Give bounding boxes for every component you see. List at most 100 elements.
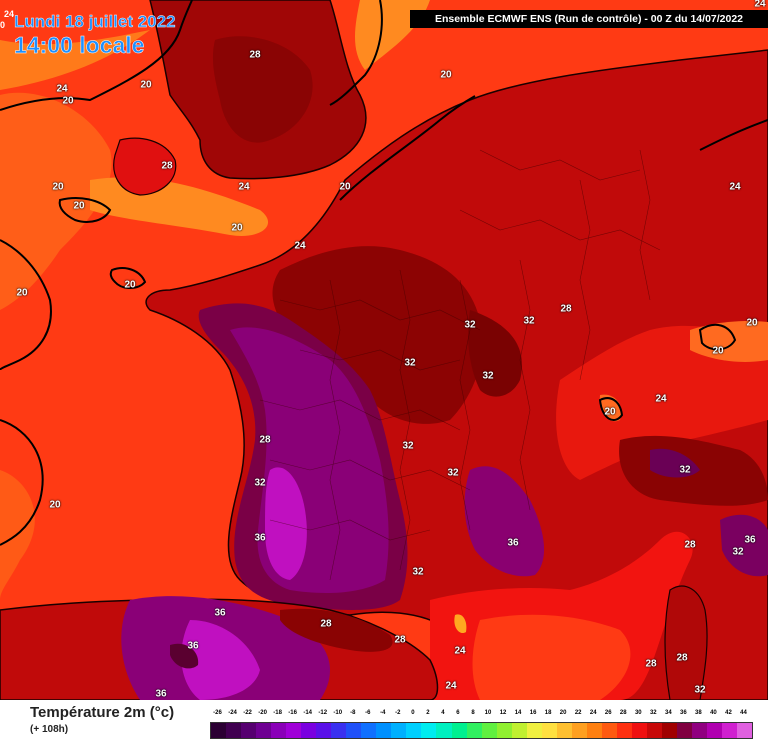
legend-tick: 44 [740,710,747,716]
forecast-time: 14:00 locale [14,32,145,59]
isotherm-label: 20 [73,200,85,212]
alps-cool-zone [556,325,768,480]
isotherm-label: 32 [404,357,416,369]
isotherm-label: 32 [412,566,424,578]
isotherm-label: 24 [294,240,306,252]
isotherm-label: 32 [464,319,476,331]
temperature-map [0,0,768,700]
legend-swatch [241,723,257,738]
isotherm-label: 28 [684,539,696,551]
isotherm-label: 32 [694,684,706,696]
cornwall-isle [113,137,177,196]
legend-swatch [271,723,287,738]
legend-swatch [406,723,422,738]
isotherm-label: 36 [155,688,167,700]
legend-swatch [571,723,587,738]
isotherm-label: 20 [712,345,724,357]
legend-tick: 18 [544,710,552,716]
pyrenees-hot-band [280,608,393,652]
isotherm-label: 36 [744,534,756,546]
legend-swatch [556,723,572,738]
legend-tick: -4 [380,710,386,716]
isotherm-label: 32 [447,467,459,479]
legend-tick: 24 [589,710,597,716]
rhone-purple-zone [464,466,545,577]
isotherm-label: 28 [676,652,688,664]
isotherm-label: 28 [320,618,332,630]
legend-tick: -16 [288,710,297,716]
legend-tick: 0 [411,710,415,716]
isotherm-label: 32 [402,440,414,452]
legend-tick: 2 [426,710,430,716]
legend-tick: -20 [258,710,267,716]
isotherm-label: 28 [560,303,572,315]
corsica-sardinia [664,585,708,700]
legend-swatch [466,723,482,738]
alps-orange-zone [690,320,768,362]
legend-tick: 8 [471,710,475,716]
legend-swatch [601,723,617,738]
legend-swatch [436,723,452,738]
legend-tick: -18 [273,710,282,716]
legend-swatch [541,723,557,738]
legend-tick: 22 [574,710,582,716]
balearic-island [454,614,467,634]
isotherm-label: 24 [445,680,457,692]
legend-tick: 38 [695,710,702,716]
legend-swatch [211,723,227,738]
legend-swatch [286,723,302,738]
legend-tick: -12 [318,710,328,716]
legend-tick: 10 [484,710,492,716]
isotherm-label: 32 [732,546,744,558]
po-valley-purple [650,448,700,478]
legend-tick: 12 [499,710,507,716]
legend-swatch [737,723,753,738]
legend-tick: -26 [213,710,222,716]
corner-label-top: 24 [4,9,15,19]
isotherm-label: 24 [238,181,250,193]
isotherm-label: 36 [214,607,226,619]
legend-swatch [586,723,602,738]
legend-tick: 32 [649,710,657,716]
legend-footer: Température 2m (°c) (+ 108h) -26 -24 -22 -2… [0,700,768,742]
legend-swatch [421,723,437,738]
legend-tick: -14 [303,710,313,716]
isotherm-label: 32 [523,315,535,327]
legend-tick: 14 [514,710,522,716]
iberia-magenta-zone [181,620,260,700]
legend-tick: -2 [395,710,401,716]
legend-swatch [676,723,692,738]
isotherm-label: 24 [655,393,667,405]
legend-swatch [661,723,677,738]
isotherm-label: 32 [482,370,494,382]
isotherm-label: 36 [254,532,266,544]
isotherm-label: 28 [161,160,173,172]
ocean-cool-zone-north [0,92,112,310]
isotherm-label: 20 [339,181,351,193]
mediterranean-warm [472,614,631,700]
legend-swatch [616,723,632,738]
isotherm-label: 20 [16,287,28,299]
legend-tick: 30 [634,710,642,716]
legend-swatch [361,723,377,738]
great-britain-interior [212,36,313,143]
ocean-orange-strip-top [0,30,150,90]
legend-tick: -6 [365,710,371,716]
legend-tick: 16 [529,710,537,716]
legend-swatch [526,723,542,738]
legend-tick: -8 [350,710,356,716]
admin-boundaries [259,149,661,581]
isotherm-label: 36 [507,537,519,549]
legend-tick: 40 [710,710,717,716]
legend-swatch [496,723,512,738]
legend-swatch [376,723,392,738]
isotherm-label: 20 [52,181,64,193]
corner-label-side: 0 [0,20,6,30]
legend-swatch [692,723,708,738]
isotherm-label: 28 [259,434,271,446]
isotherm-label: 24 [454,645,466,657]
isotherm-label: 32 [679,464,691,476]
legend-swatch [511,723,527,738]
legend-swatch [226,723,242,738]
legend-tick: 42 [725,710,732,716]
